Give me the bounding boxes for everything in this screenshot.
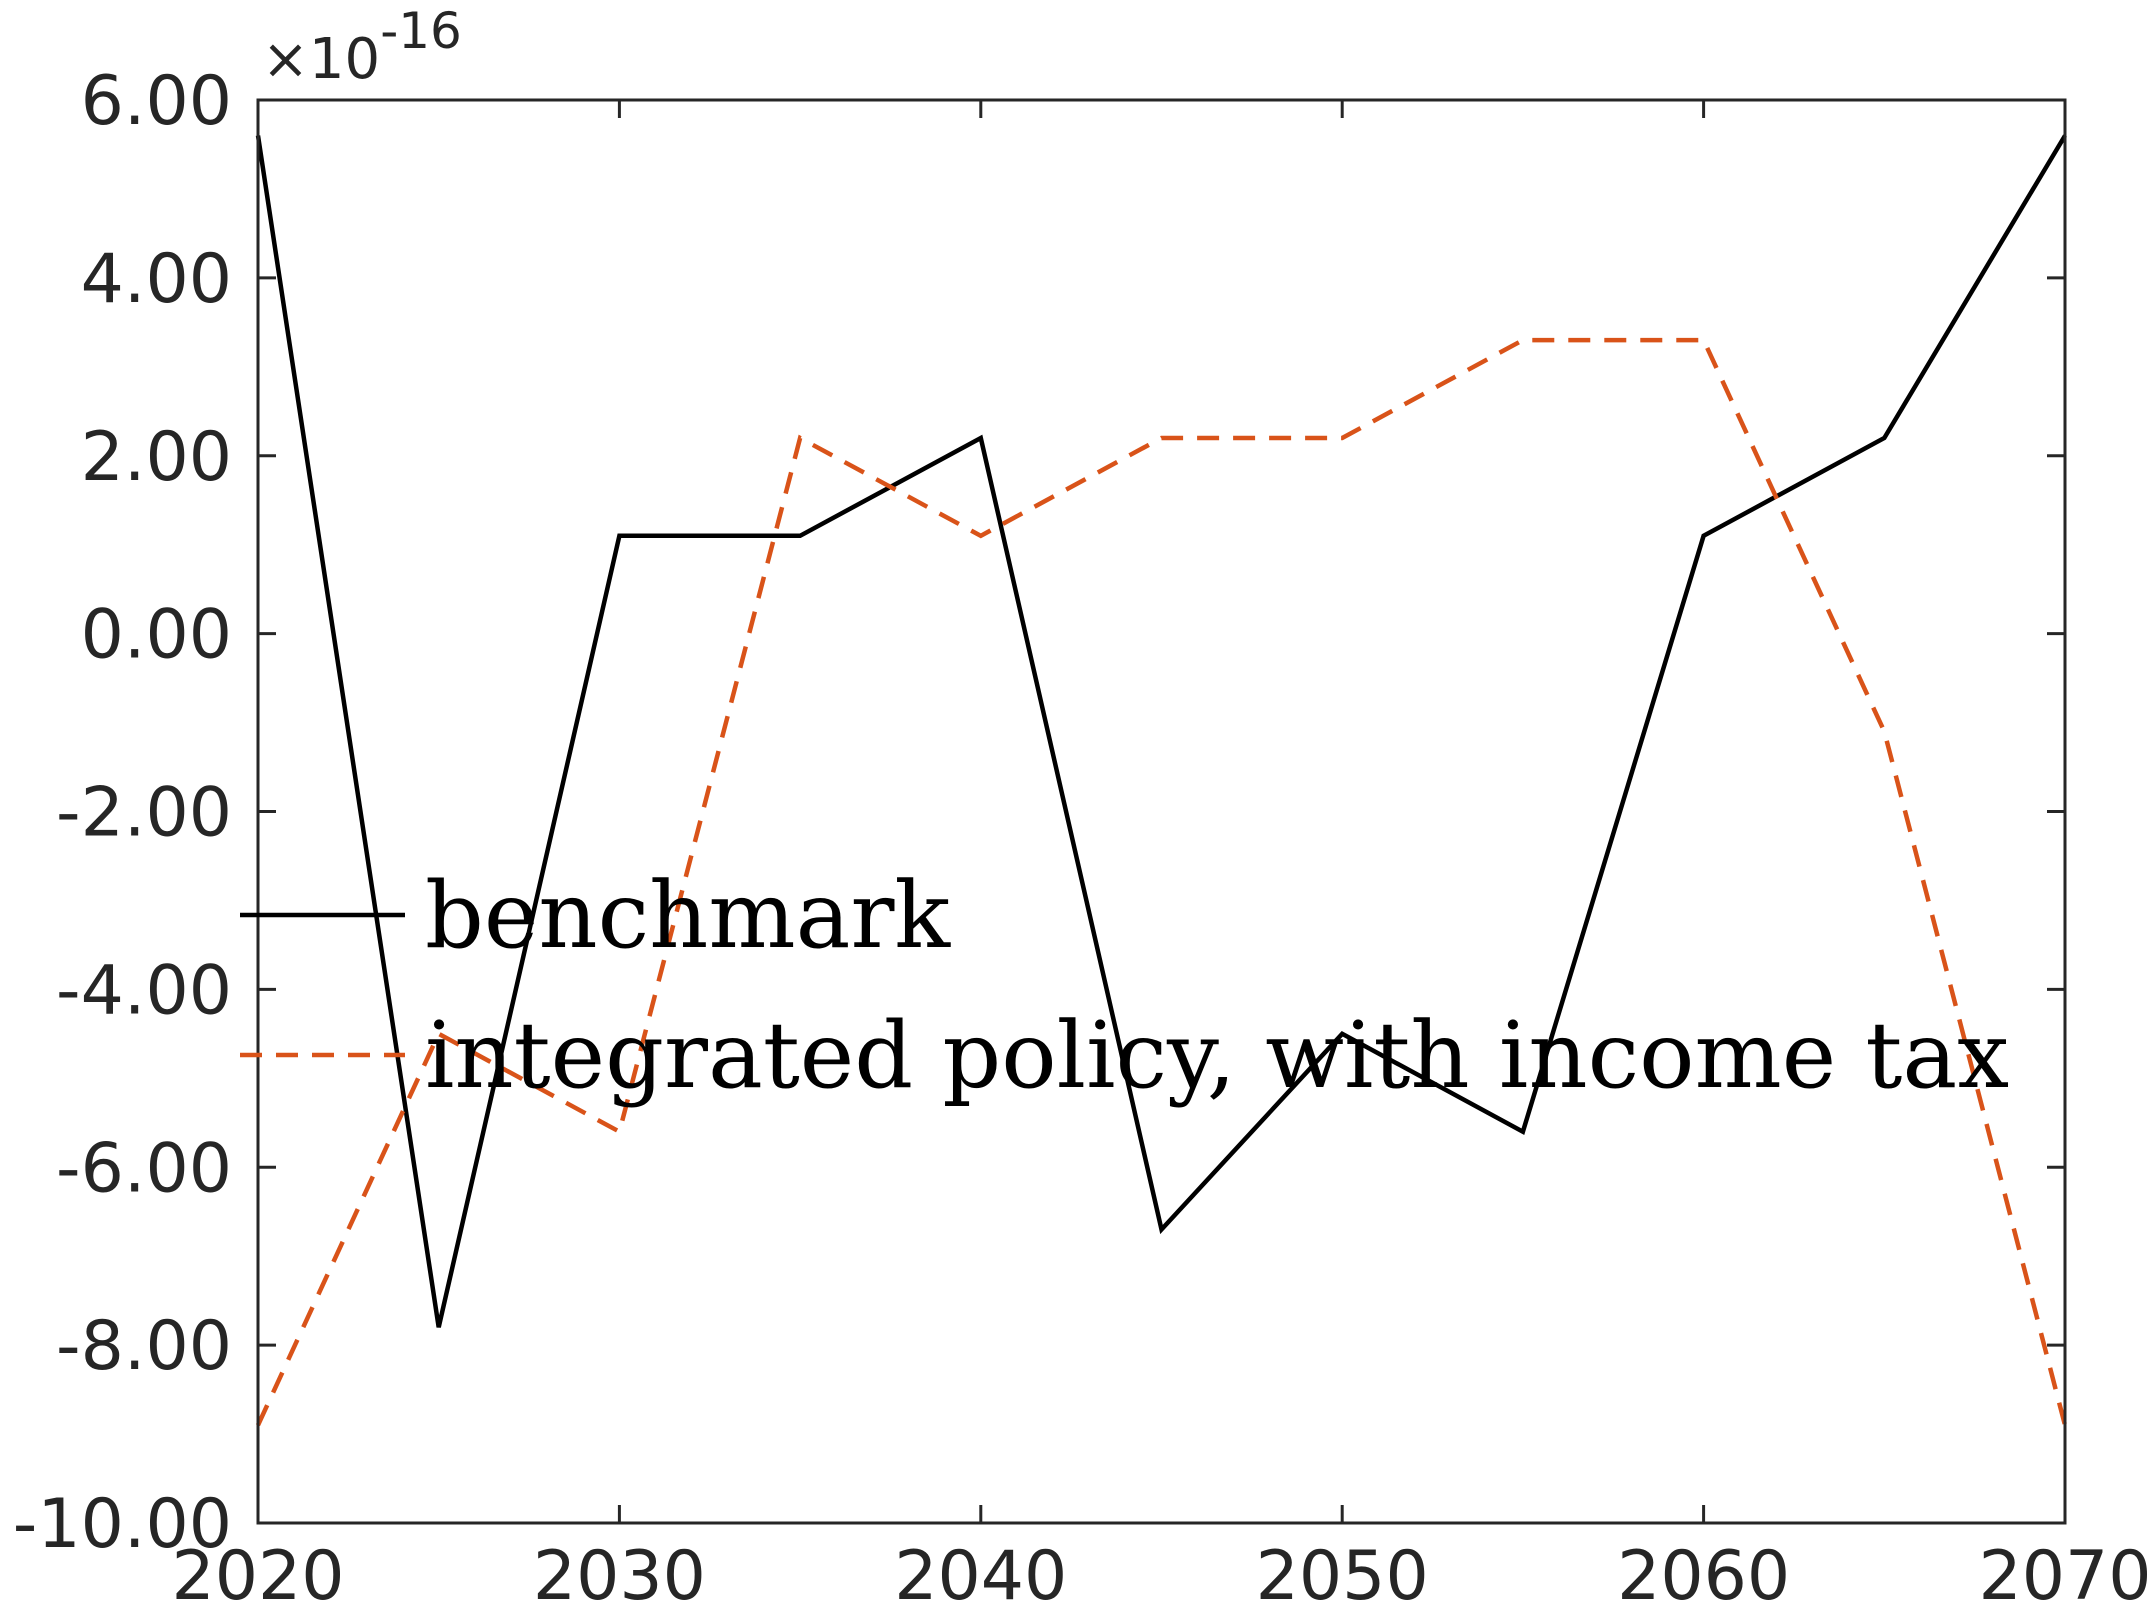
series-line-1 (255, 337, 2068, 1427)
y-tick-label: -4.00 (56, 951, 232, 1030)
y-tick-label: -10.00 (13, 1485, 232, 1564)
y-tick-label: 0.00 (81, 596, 232, 675)
x-tick-label: 2040 (894, 1537, 1067, 1616)
y-tick-label: 6.00 (81, 62, 232, 141)
y-tick-labels: 6.00 4.00 2.00 0.00 -2.00 -4.00 -6.00 -8.00 -10.… (13, 62, 232, 1564)
legend-label-0: benchmark (425, 862, 951, 969)
y-tick-label: -8.00 (56, 1307, 232, 1386)
x-tick-label: 2070 (1978, 1537, 2151, 1616)
series-layer (255, 134, 2068, 1427)
y-tick-label: -6.00 (56, 1129, 232, 1208)
axes-box (256, 98, 2067, 1525)
legend: benchmark integrated policy, with income … (240, 862, 2009, 1109)
x-tick-label: 2020 (171, 1537, 344, 1616)
x-tick-label: 2060 (1617, 1537, 1790, 1616)
y-tick-label: 2.00 (81, 418, 232, 497)
x-tick-labels: 2020 2030 2040 2050 2060 2070 (171, 1537, 2151, 1616)
x-tick-label: 2030 (533, 1537, 706, 1616)
legend-label-1: integrated policy, with income tax (425, 1002, 2009, 1109)
series-line-0 (255, 134, 2067, 1328)
y-tick-label: -2.00 (56, 774, 232, 853)
y-tick-label: 4.00 (81, 240, 232, 319)
x-tick-label: 2050 (1256, 1537, 1429, 1616)
y-axis-exponent-label: ×10-16 (262, 2, 462, 92)
